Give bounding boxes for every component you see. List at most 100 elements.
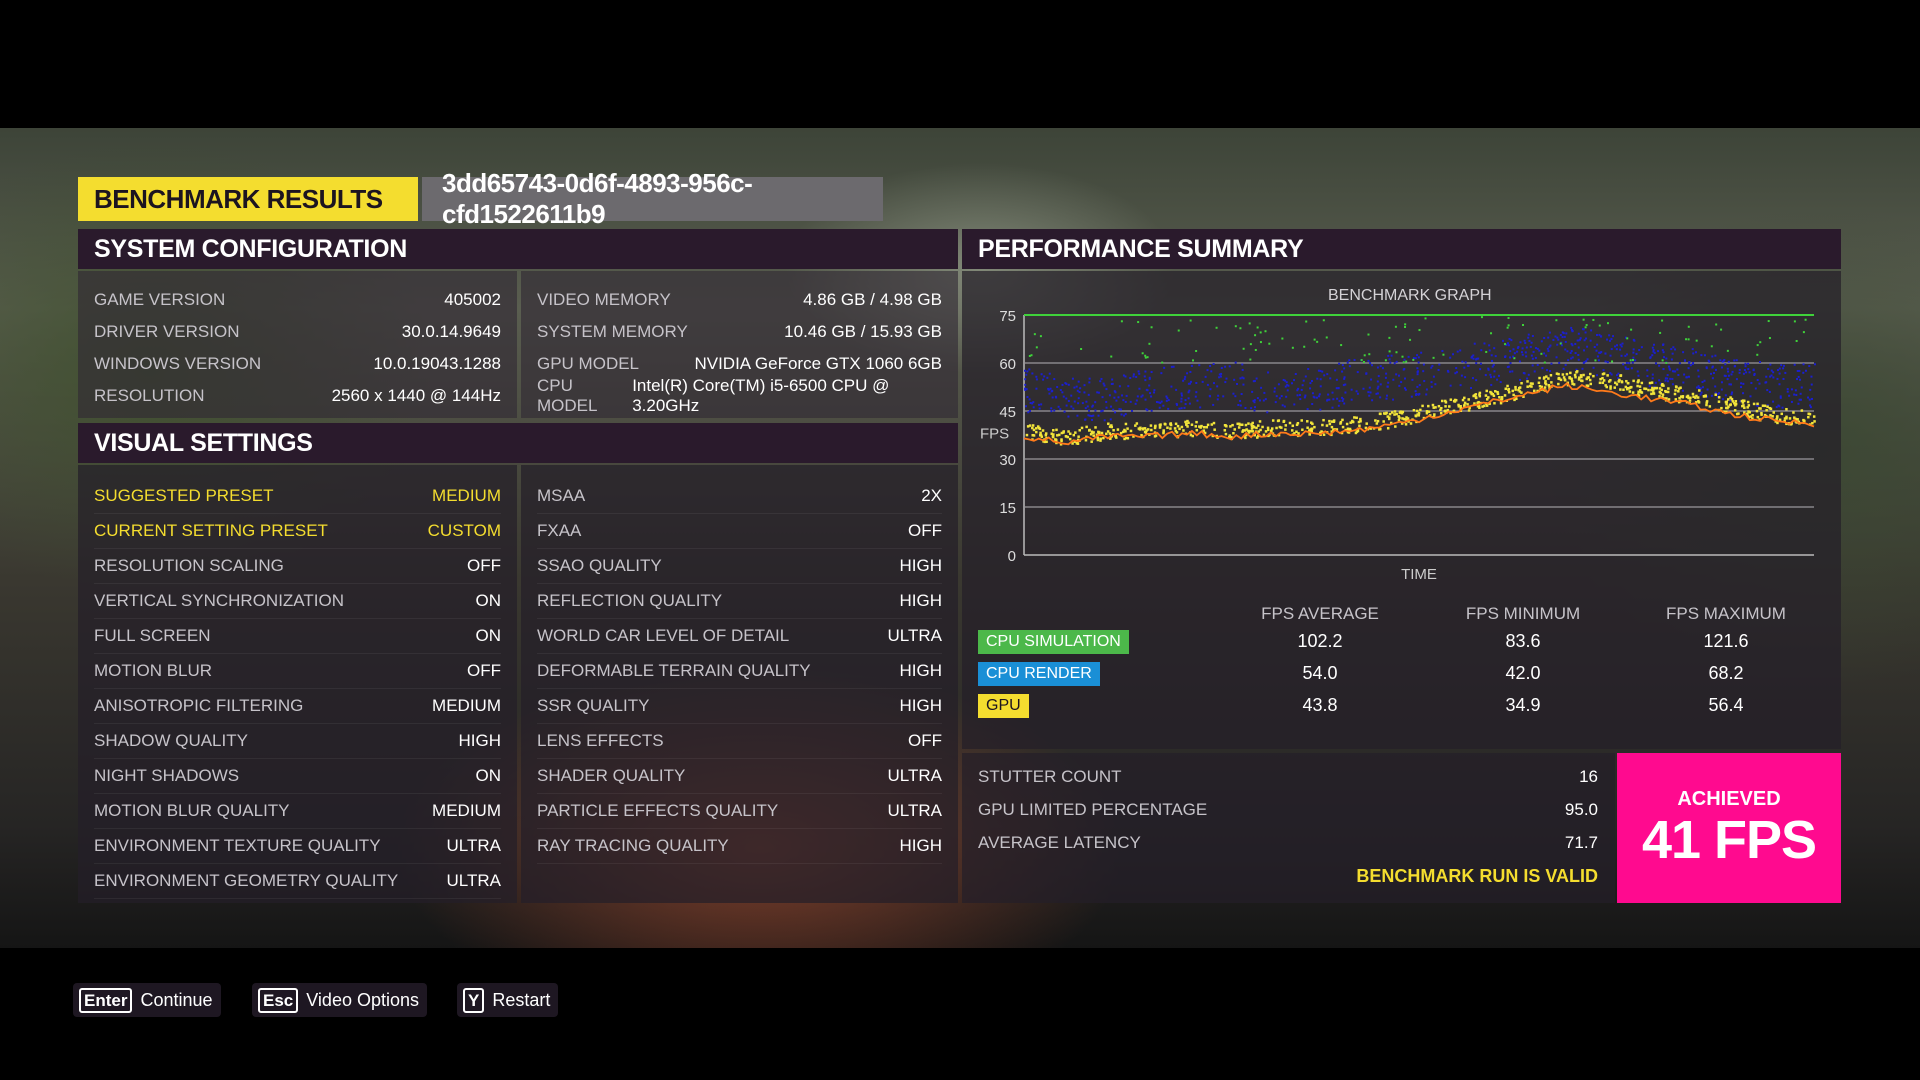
gpu-point bbox=[1614, 381, 1617, 385]
setting-label: STUTTER COUNT bbox=[978, 767, 1122, 786]
cpu-render-point bbox=[1119, 408, 1122, 411]
cpu-render-point bbox=[1051, 389, 1054, 392]
video-options-button[interactable]: Esc Video Options bbox=[252, 983, 427, 1017]
cpu-render-point bbox=[1096, 391, 1099, 394]
setting-value: NVIDIA GeForce GTX 1060 6GB bbox=[694, 354, 942, 373]
gpu-point bbox=[1677, 387, 1681, 390]
gpu-point bbox=[1631, 391, 1635, 394]
cpu-simulation-point bbox=[1291, 346, 1294, 349]
cpu-render-point bbox=[1244, 406, 1247, 409]
gpu-point bbox=[1176, 424, 1180, 428]
cpu-render-point bbox=[1183, 406, 1186, 409]
gpu-point bbox=[1261, 425, 1264, 429]
cpu-render-point bbox=[1115, 399, 1118, 402]
continue-button[interactable]: Enter Continue bbox=[73, 983, 221, 1017]
gpu-point bbox=[1266, 426, 1270, 430]
cpu-render-point bbox=[1778, 367, 1781, 370]
cpu-render-point bbox=[1671, 370, 1674, 373]
gpu-point bbox=[1332, 419, 1336, 422]
system-config-right-panel bbox=[521, 271, 958, 418]
cpu-render-point bbox=[1067, 415, 1070, 418]
gpu-point bbox=[1322, 433, 1326, 436]
cpu-render-point bbox=[1077, 397, 1080, 400]
cpu-render-point bbox=[1646, 369, 1649, 372]
cpu-render-point bbox=[1692, 352, 1695, 355]
gpu-point bbox=[1571, 382, 1574, 386]
cpu-render-point bbox=[1738, 371, 1741, 374]
y-tick-label: 0 bbox=[1008, 548, 1016, 565]
cpu-render-point bbox=[1576, 339, 1579, 342]
gpu-point bbox=[1202, 425, 1206, 429]
restart-button[interactable]: Y Restart bbox=[457, 983, 559, 1017]
gpu-point bbox=[1800, 409, 1804, 412]
cpu-render-point bbox=[1318, 393, 1321, 396]
cpu-render-point bbox=[1733, 359, 1736, 362]
cpu-render-point bbox=[1796, 369, 1799, 372]
cpu-render-point bbox=[1224, 381, 1227, 384]
gpu-point bbox=[1557, 372, 1560, 376]
gpu-point bbox=[1301, 428, 1304, 431]
gpu-point bbox=[1526, 385, 1529, 388]
gpu-point bbox=[1537, 381, 1541, 385]
cpu-render-point bbox=[1162, 404, 1165, 407]
gpu-point bbox=[1110, 425, 1114, 429]
gpu-point bbox=[1449, 411, 1452, 415]
setting-label: PARTICLE EFFECTS QUALITY bbox=[537, 801, 779, 820]
cpu-simulation-point bbox=[1409, 338, 1412, 341]
enter-key-icon: Enter bbox=[79, 987, 133, 1013]
gpu-point bbox=[1190, 423, 1194, 426]
gpu-point bbox=[1186, 419, 1189, 423]
gpu-point bbox=[1230, 435, 1233, 439]
cpu-render-point bbox=[1687, 375, 1690, 378]
gpu-point bbox=[1540, 386, 1544, 389]
gpu-point bbox=[1780, 412, 1784, 416]
cpu-render-point bbox=[1073, 386, 1076, 389]
cpu-render-point bbox=[1084, 418, 1087, 421]
gpu-point bbox=[1071, 442, 1074, 445]
cpu-render-point bbox=[1078, 391, 1081, 394]
setting-value: MEDIUM bbox=[432, 801, 501, 820]
gpu-point bbox=[1439, 408, 1442, 412]
cpu-render-point bbox=[1138, 387, 1141, 390]
cpu-render-point bbox=[1652, 343, 1655, 346]
setting-value: HIGH bbox=[899, 591, 943, 610]
cpu-render-point bbox=[1319, 408, 1322, 411]
cpu-render-point bbox=[1784, 371, 1787, 374]
gpu-point bbox=[1098, 431, 1101, 435]
cpu-render-point bbox=[1555, 356, 1558, 359]
cpu-render-point bbox=[1334, 369, 1337, 372]
gpu-point bbox=[1132, 435, 1135, 438]
cpu-render-point bbox=[1397, 374, 1400, 377]
gpu-point bbox=[1166, 426, 1169, 429]
gpu-point bbox=[1677, 390, 1680, 393]
cpu-render-point bbox=[1790, 400, 1793, 403]
cpu-render-point bbox=[1559, 334, 1562, 337]
cpu-render-point bbox=[1088, 377, 1091, 380]
gpu-point bbox=[1044, 434, 1048, 437]
cpu-render-point bbox=[1273, 387, 1276, 390]
cpu-render-point bbox=[1744, 365, 1747, 368]
cpu-render-point bbox=[1540, 340, 1543, 343]
gpu-point bbox=[1687, 396, 1690, 400]
cpu-render-point bbox=[1240, 393, 1243, 396]
system-config-row: CPU MODEL Intel(R) Core(TM) i5-6500 CPU @… bbox=[537, 376, 942, 415]
cpu-render-point bbox=[1545, 354, 1548, 357]
cpu-render-point bbox=[1187, 391, 1190, 394]
cpu-render-point bbox=[1561, 336, 1564, 339]
cpu-render-point bbox=[1091, 418, 1094, 421]
gpu-point bbox=[1330, 420, 1334, 423]
cpu-render-point bbox=[1184, 375, 1187, 378]
cpu-render-point bbox=[1025, 388, 1028, 391]
cpu-render-point bbox=[1491, 365, 1494, 368]
cpu-render-point bbox=[1140, 395, 1143, 398]
gpu-point bbox=[1284, 424, 1288, 427]
gpu-point bbox=[1582, 373, 1585, 377]
cpu-simulation-point bbox=[1507, 317, 1510, 320]
performance-panel bbox=[962, 271, 1841, 749]
gpu-point bbox=[1496, 390, 1499, 394]
cpu-render-point bbox=[1028, 409, 1031, 412]
cpu-render-point bbox=[1610, 348, 1613, 351]
setting-label: SSR QUALITY bbox=[537, 696, 650, 715]
cpu-render-point bbox=[1589, 339, 1592, 342]
gpu-point bbox=[1340, 431, 1344, 435]
